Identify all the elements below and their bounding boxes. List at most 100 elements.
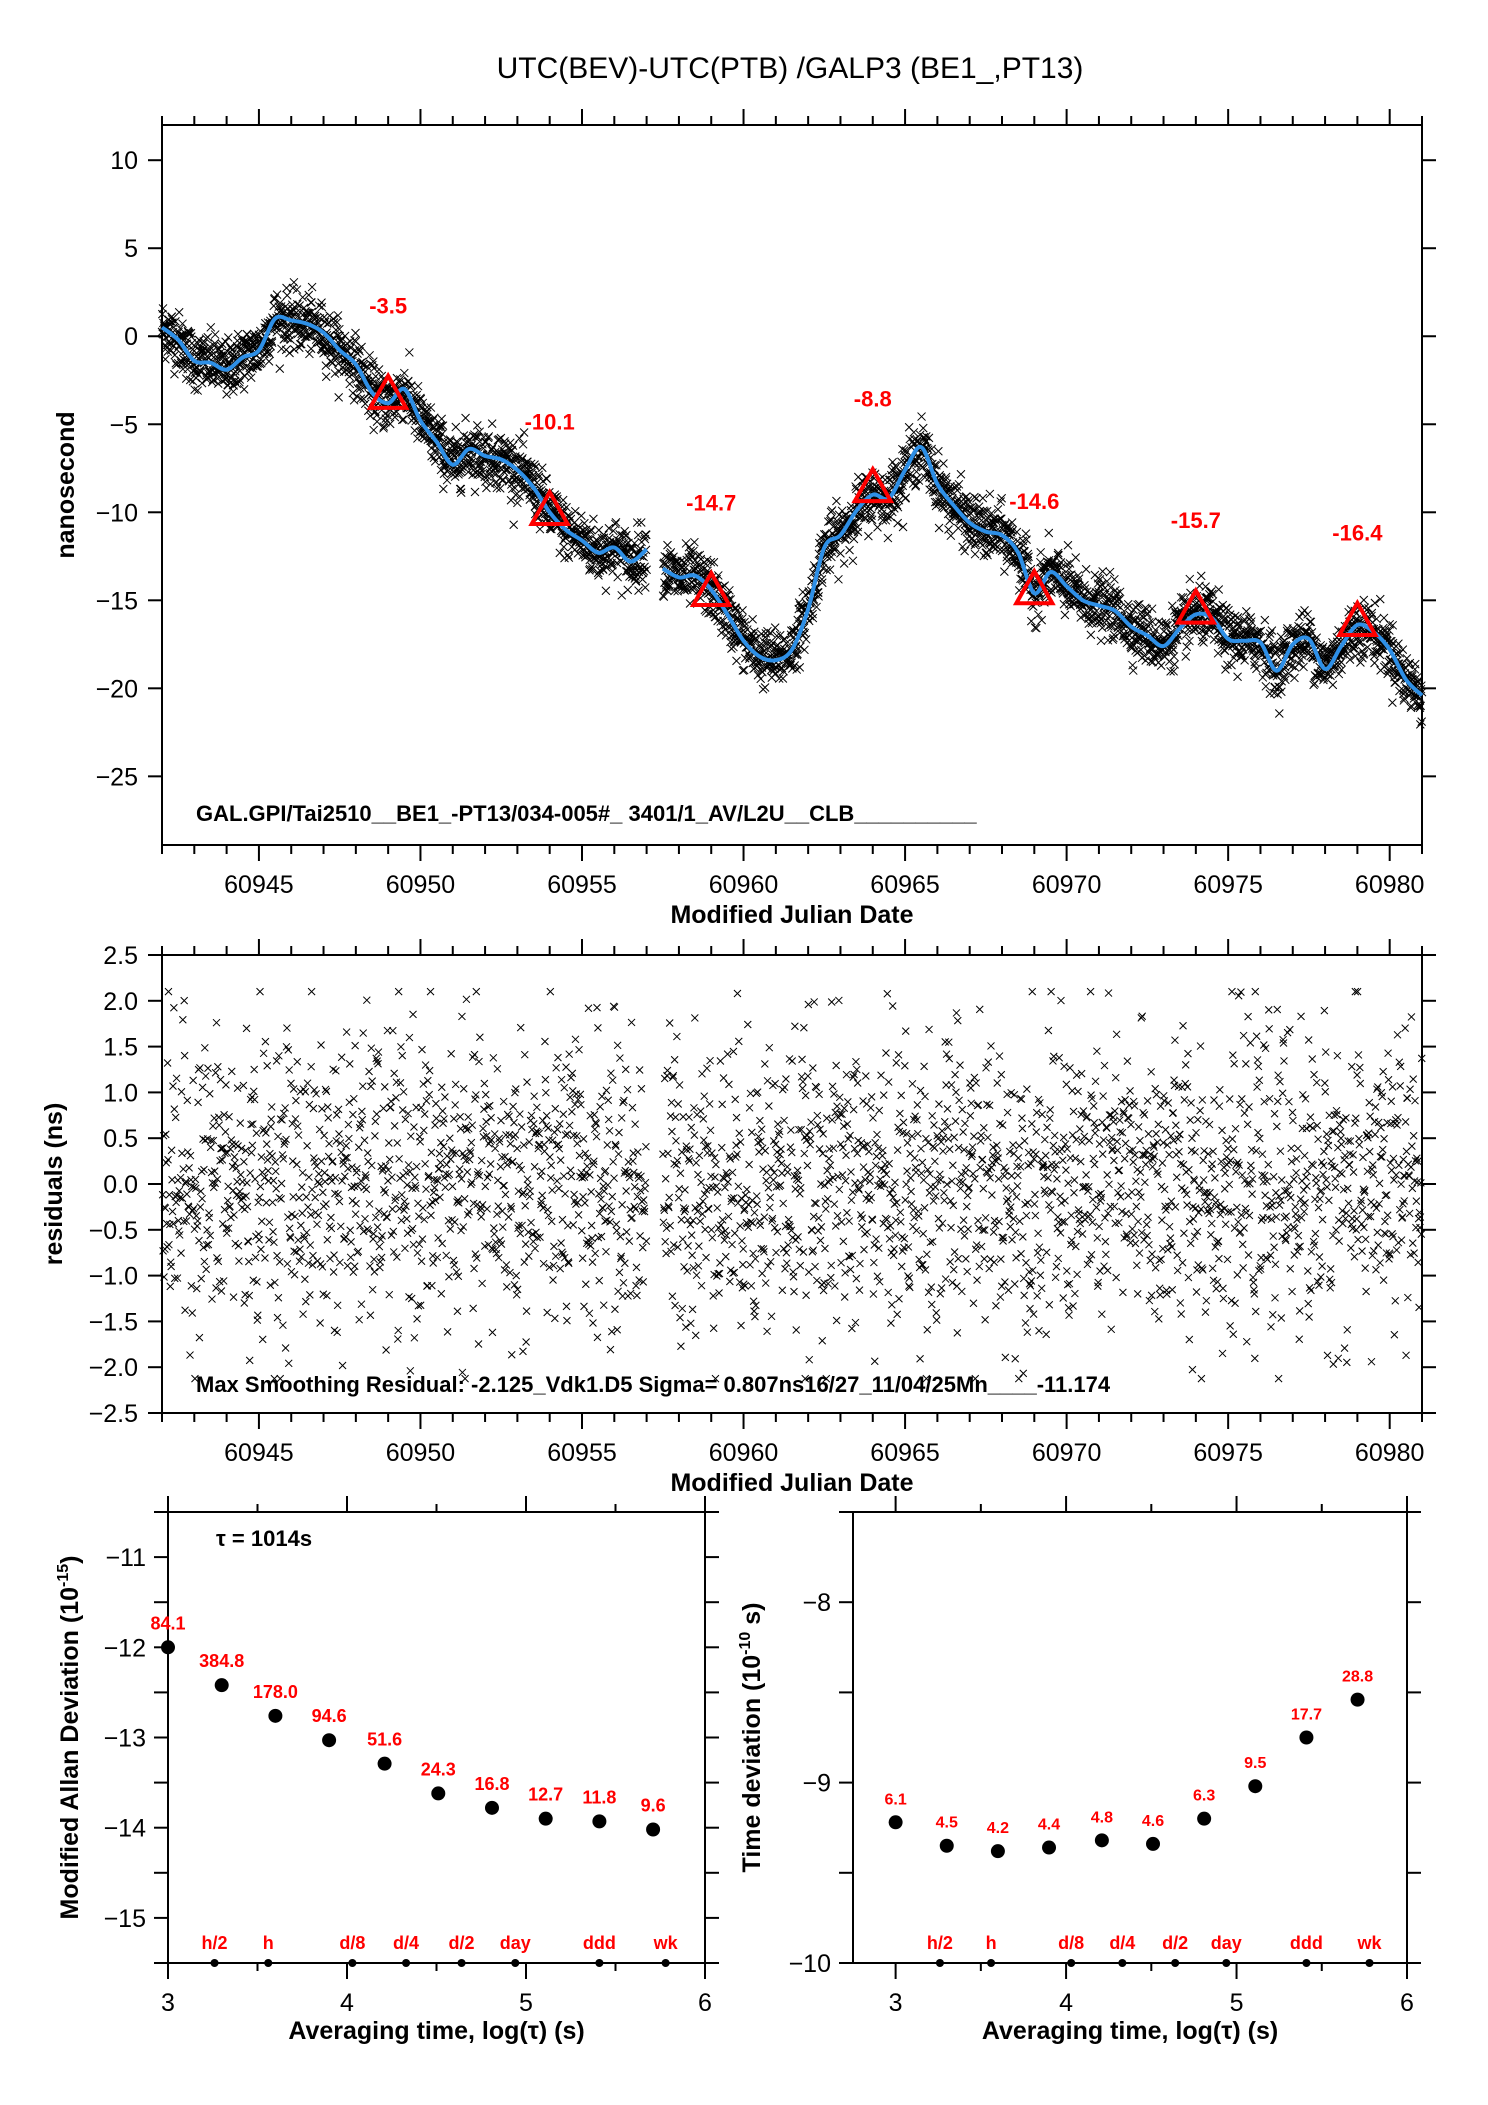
residual-point (441, 1183, 450, 1192)
figure-title: UTC(BEV)-UTC(PTB) /GALP3 (BE1_,PT13) (497, 52, 1084, 85)
data-point (939, 459, 948, 468)
data-point (452, 437, 461, 447)
residual-point (456, 1112, 464, 1121)
residual-point (481, 1090, 490, 1099)
residual-point (218, 1220, 227, 1228)
data-point (738, 606, 747, 615)
data-point (165, 319, 175, 329)
data-point (470, 432, 480, 442)
residual-point (186, 1351, 194, 1359)
residual-point (464, 1113, 473, 1121)
data-point (355, 346, 364, 356)
residual-point (208, 1295, 216, 1303)
residual-point (248, 1141, 257, 1150)
residual-point (372, 1110, 381, 1118)
residual-point (520, 1258, 529, 1266)
data-point (456, 488, 466, 497)
data-point (918, 423, 928, 433)
data-point (213, 379, 223, 389)
residual-point (562, 1302, 571, 1311)
data-point (569, 518, 579, 528)
data-point (1295, 612, 1304, 622)
y-axis-label: nanosecond (52, 411, 80, 558)
residual-point (381, 1188, 390, 1197)
data-point (1033, 610, 1043, 620)
residual-point (426, 987, 435, 996)
y-axis-label: residuals (ns) (40, 1103, 68, 1266)
residual-point (604, 1096, 613, 1105)
residual-point (593, 1333, 602, 1342)
residual-point (301, 1087, 310, 1096)
residual-point (506, 1139, 515, 1148)
residual-point (460, 1194, 469, 1203)
residual-point (233, 1084, 242, 1092)
x-tick-label: 60980 (1355, 871, 1425, 899)
data-point (422, 402, 432, 412)
residual-point (605, 1126, 614, 1135)
data-point (407, 381, 416, 390)
data-points (157, 277, 1427, 729)
residual-point (210, 1167, 219, 1175)
residual-point (355, 1315, 364, 1324)
data-point (352, 391, 362, 401)
residual-point (442, 1251, 451, 1260)
residual-point (560, 1083, 569, 1092)
data-point (326, 357, 336, 367)
residual-point (612, 1226, 621, 1235)
residual-point (261, 1037, 270, 1046)
residual-point (393, 1139, 402, 1147)
data-point (1260, 615, 1270, 625)
data-point (1300, 606, 1309, 615)
marker-label: -15.7 (1171, 508, 1221, 533)
residual-point (526, 1187, 534, 1195)
residual-point (613, 1041, 622, 1050)
residual-point (331, 1173, 340, 1182)
data-point (240, 371, 250, 381)
data-point (285, 348, 294, 358)
residual-point (417, 1257, 426, 1266)
residual-point (335, 1197, 344, 1206)
residual-point (625, 1237, 634, 1245)
residual-point (499, 1097, 508, 1106)
residual-point (293, 1057, 302, 1066)
data-point (570, 506, 580, 516)
data-point (190, 385, 199, 394)
residual-point (395, 1154, 403, 1163)
residual-point (183, 1148, 192, 1156)
data-point (210, 338, 220, 348)
data-point (379, 423, 388, 433)
residual-point (313, 1220, 321, 1229)
residual-point (305, 1173, 313, 1182)
data-point (1394, 639, 1403, 649)
residual-point (209, 1122, 217, 1130)
y-tick-label: 0.0 (103, 1171, 138, 1199)
data-point (451, 422, 461, 432)
residual-point (269, 1227, 277, 1236)
residual-point (477, 1156, 486, 1165)
residual-point (485, 1170, 494, 1179)
residual-point (198, 1083, 207, 1092)
residual-point (403, 1181, 412, 1189)
residual-point (397, 1042, 405, 1051)
residual-point (332, 1111, 341, 1119)
data-point (1128, 666, 1138, 675)
residual-point (483, 1205, 491, 1213)
data-point (1299, 662, 1308, 672)
data-point (203, 332, 213, 342)
residual-point (616, 1054, 624, 1062)
residual-point (556, 1156, 565, 1164)
residual-point (284, 1046, 293, 1054)
residual-point (222, 1229, 231, 1238)
data-point (495, 484, 505, 493)
data-point (1036, 547, 1046, 557)
residual-point (575, 1045, 583, 1054)
data-point (739, 665, 749, 675)
data-point (479, 443, 488, 453)
data-point (1071, 553, 1081, 562)
residual-point (427, 1148, 436, 1157)
residual-point (589, 1319, 597, 1327)
data-point (864, 531, 873, 541)
data-point (372, 410, 382, 420)
residual-point (559, 1172, 568, 1180)
data-point (1303, 609, 1312, 619)
